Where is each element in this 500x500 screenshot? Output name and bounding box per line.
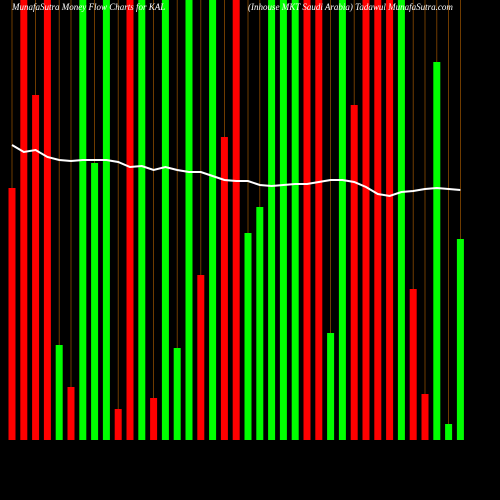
bar <box>91 163 99 440</box>
bar <box>362 0 370 440</box>
bar <box>150 398 158 440</box>
bar <box>303 0 311 440</box>
bar <box>161 0 169 440</box>
bar <box>197 275 205 440</box>
bar <box>220 137 228 440</box>
bar <box>185 0 193 440</box>
chart-title: MunafaSutra Money Flow Charts for KAL <box>11 2 165 12</box>
bar <box>32 95 40 440</box>
bar <box>409 289 417 440</box>
bar <box>79 0 87 440</box>
bar <box>291 0 299 440</box>
bar <box>244 233 252 440</box>
bar <box>55 345 63 440</box>
money-flow-line <box>11 144 461 198</box>
bar <box>232 0 240 440</box>
bar <box>173 348 181 440</box>
bar <box>445 424 453 440</box>
chart-subtitle: (Inhouse MKT Saudi Arabia) Tadawul Munaf… <box>248 2 453 12</box>
bar <box>209 0 217 440</box>
bar <box>327 333 335 440</box>
bar <box>397 0 405 440</box>
bar <box>126 0 134 440</box>
bar <box>279 0 287 440</box>
bar <box>256 207 264 440</box>
bar <box>138 0 146 440</box>
bar <box>102 0 110 440</box>
bar <box>338 0 346 440</box>
bar <box>114 409 122 440</box>
bars <box>8 0 464 440</box>
bar <box>350 105 358 440</box>
bar <box>433 62 441 440</box>
bar <box>421 394 429 440</box>
bar <box>67 387 75 440</box>
bar <box>20 0 28 440</box>
bar <box>315 0 323 440</box>
bar <box>268 0 276 440</box>
bar <box>374 0 382 440</box>
bar <box>386 0 394 440</box>
bar <box>8 188 16 440</box>
bar <box>456 239 464 440</box>
bar <box>43 0 51 440</box>
